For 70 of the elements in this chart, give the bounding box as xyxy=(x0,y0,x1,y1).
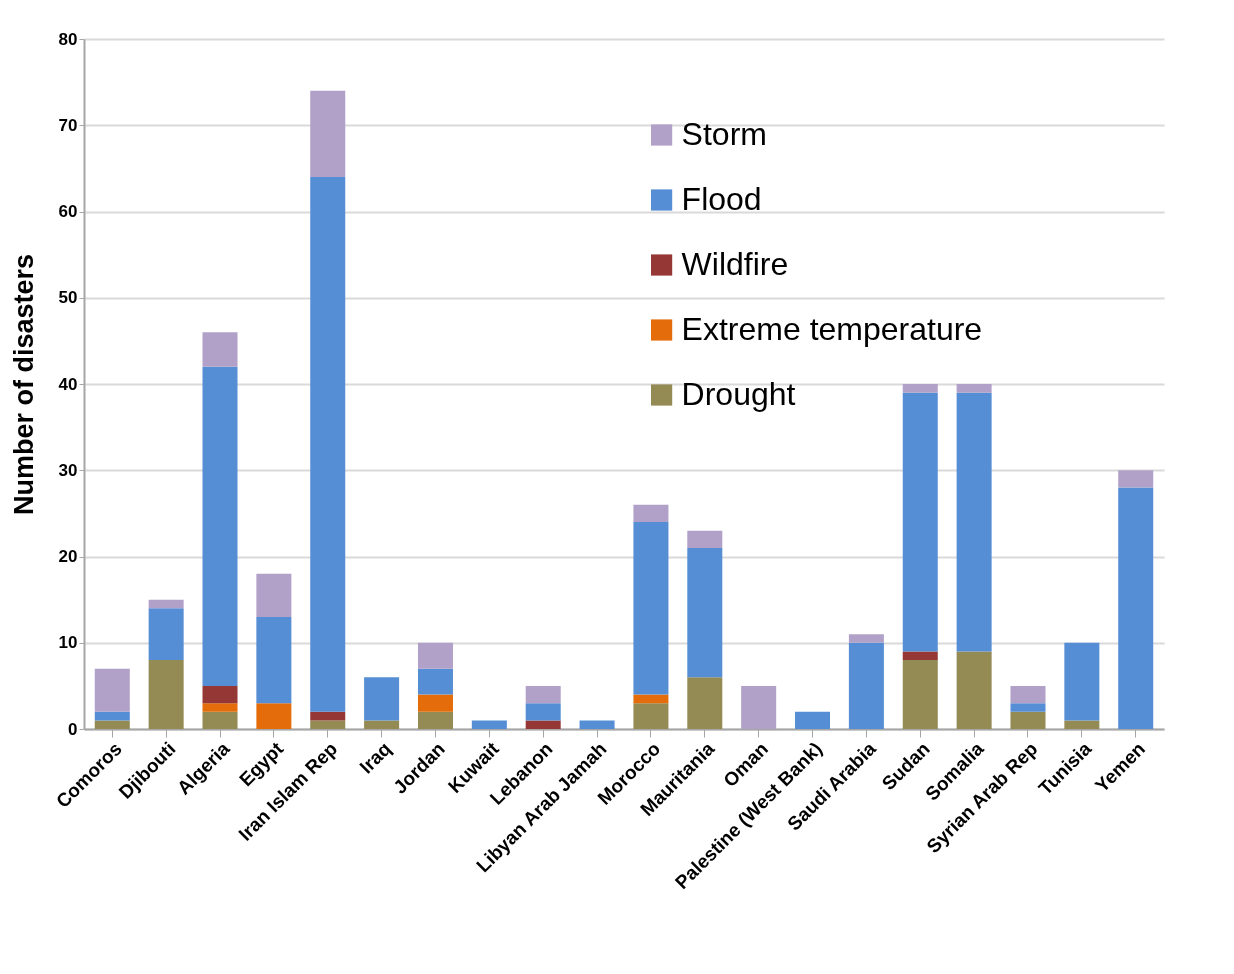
bar xyxy=(902,660,938,729)
bar xyxy=(956,392,992,652)
y-tick-label: 40 xyxy=(58,374,78,394)
bar xyxy=(633,504,669,522)
bar xyxy=(202,366,238,686)
bar xyxy=(417,668,453,695)
bar xyxy=(1010,711,1046,729)
bar xyxy=(202,332,238,367)
bar xyxy=(902,392,938,652)
legend-label: Wildfire xyxy=(681,246,789,282)
bar xyxy=(687,547,723,678)
bar xyxy=(256,616,292,704)
bar xyxy=(148,660,184,729)
bar xyxy=(202,703,238,712)
bar xyxy=(687,677,723,729)
bar xyxy=(525,720,561,729)
y-tick-label: 10 xyxy=(58,633,78,653)
bar xyxy=(687,530,723,548)
y-tick-label: 60 xyxy=(58,202,78,221)
y-tick-label: 70 xyxy=(58,115,78,135)
bar xyxy=(1064,720,1100,729)
bar xyxy=(94,668,130,712)
bar xyxy=(1064,642,1100,721)
bar xyxy=(310,711,346,721)
bar xyxy=(417,694,453,712)
bar xyxy=(525,685,561,704)
y-axis-title: Number of disasters xyxy=(8,253,39,516)
bar xyxy=(202,685,238,704)
bar xyxy=(525,703,561,721)
legend-label: Drought xyxy=(681,376,796,412)
bar xyxy=(848,634,884,643)
bar xyxy=(471,720,507,729)
bar xyxy=(256,573,292,617)
y-tick-label: 20 xyxy=(58,547,78,566)
bar xyxy=(148,599,184,609)
y-tick-label: 50 xyxy=(58,288,78,308)
bar xyxy=(94,720,130,729)
legend-label: Storm xyxy=(681,116,767,152)
y-tick-label: 80 xyxy=(58,29,78,49)
legend-label: Flood xyxy=(681,181,762,217)
bar xyxy=(94,711,130,721)
y-tick-label: 30 xyxy=(58,460,78,480)
bar xyxy=(417,642,453,669)
bar xyxy=(310,720,346,729)
bar xyxy=(1010,703,1046,712)
bar xyxy=(633,522,669,695)
bar xyxy=(633,703,669,729)
bar xyxy=(1010,685,1046,704)
bar xyxy=(956,651,992,729)
bar xyxy=(795,711,831,729)
bar xyxy=(364,720,400,729)
y-tick-label: 0 xyxy=(68,719,78,739)
bar xyxy=(579,720,615,729)
bar xyxy=(741,685,777,729)
bar xyxy=(364,677,400,721)
bar xyxy=(417,711,453,729)
x-tick-label: Iraq xyxy=(355,738,396,778)
bar xyxy=(848,642,884,729)
bar xyxy=(1118,487,1154,729)
bar xyxy=(148,608,184,660)
bar xyxy=(256,703,292,729)
bar xyxy=(956,384,992,393)
bar xyxy=(1118,470,1154,488)
bar xyxy=(633,694,669,704)
bar xyxy=(902,384,938,393)
bar xyxy=(310,177,346,712)
bar xyxy=(902,651,938,660)
bar xyxy=(202,711,238,729)
legend-label: Extreme temperature xyxy=(681,311,983,347)
bar xyxy=(310,90,346,177)
